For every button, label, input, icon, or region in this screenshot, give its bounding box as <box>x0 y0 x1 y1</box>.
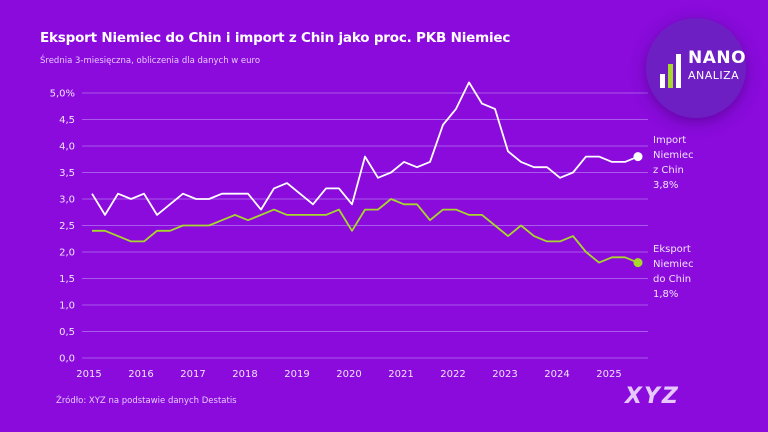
y-tick-label: 4,5 <box>59 115 75 126</box>
nano-analiza-logo: NANO ANALIZA <box>646 18 746 118</box>
import-label-line: Import <box>653 135 687 146</box>
x-tick-label: 2022 <box>440 369 465 380</box>
x-tick-label: 2017 <box>180 369 205 380</box>
import-series-label: Import Niemiec z Chin 3,8% <box>653 133 694 193</box>
x-tick-label: 2015 <box>76 369 101 380</box>
y-tick-label: 3,5 <box>59 168 75 179</box>
logo-text-nano: NANO <box>688 48 747 68</box>
series-end-marker <box>633 258 643 268</box>
y-tick-label: 3,0 <box>59 195 75 206</box>
y-tick-label: 5,0% <box>50 89 75 100</box>
logo-text-analiza: ANALIZA <box>688 69 740 82</box>
x-tick-label: 2020 <box>336 369 361 380</box>
y-tick-label: 2,5 <box>59 221 75 232</box>
x-tick-label: 2025 <box>596 369 621 380</box>
export-label-line: do Chin <box>653 274 692 285</box>
x-tick-label: 2019 <box>284 369 309 380</box>
bar-chart-icon <box>660 54 681 88</box>
x-tick-label: 2023 <box>492 369 517 380</box>
series-end-marker <box>633 152 643 162</box>
export-label-line: Niemiec <box>653 259 694 270</box>
chart-title: Eksport Niemiec do Chin i import z Chin … <box>40 30 511 46</box>
x-tick-label: 2016 <box>128 369 153 380</box>
y-tick-label: 0,0 <box>59 354 75 365</box>
export-label-line: Eksport <box>653 244 691 255</box>
x-tick-label: 2024 <box>544 369 569 380</box>
source-note: Źródło: XYZ na podstawie danych Destatis <box>56 396 237 406</box>
y-tick-label: 0,5 <box>59 327 75 338</box>
y-tick-label: 2,0 <box>59 248 75 259</box>
import-label-value: 3,8% <box>653 180 679 191</box>
series-line-import <box>91 81 639 216</box>
export-series-label: Eksport Niemiec do Chin 1,8% <box>653 242 694 302</box>
x-tick-label: 2018 <box>232 369 257 380</box>
import-label-line: Niemiec <box>653 150 694 161</box>
series-line-export <box>92 198 639 264</box>
y-tick-label: 1,0 <box>59 301 75 312</box>
chart-subtitle: Średnia 3-miesięczna, obliczenia dla dan… <box>40 56 261 66</box>
y-tick-label: 1,5 <box>59 274 75 285</box>
xyz-watermark-logo: XYZ <box>625 384 680 409</box>
export-label-value: 1,8% <box>653 289 679 300</box>
import-label-line: z Chin <box>653 165 684 176</box>
y-tick-label: 4,0 <box>59 142 75 153</box>
x-tick-label: 2021 <box>388 369 413 380</box>
